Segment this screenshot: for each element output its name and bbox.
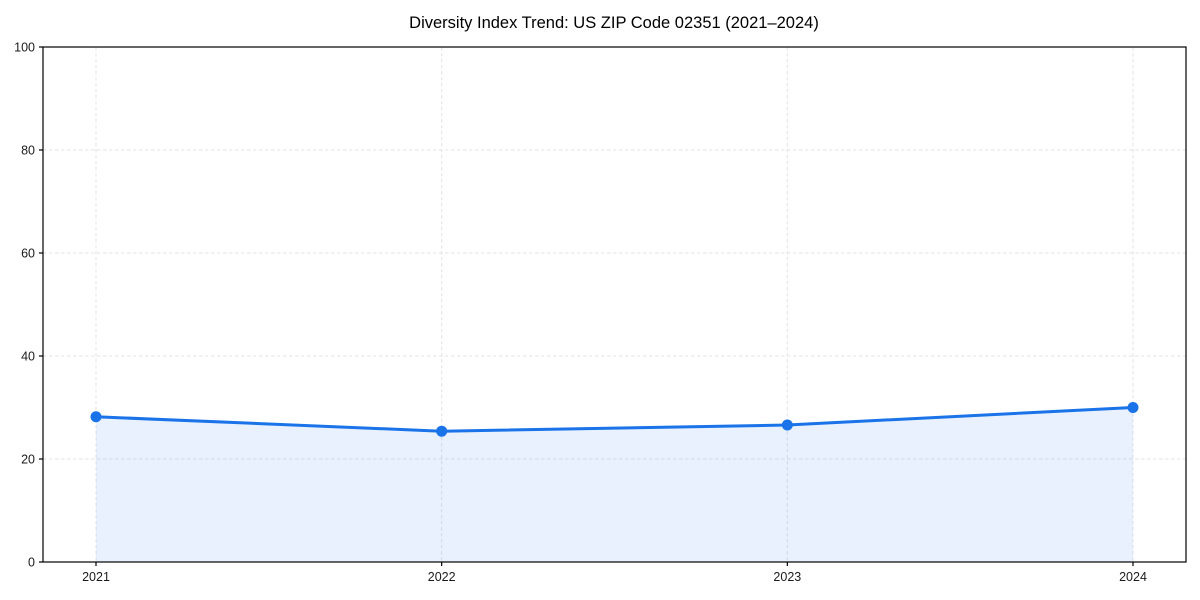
x-axis-tick-label: 2022 — [428, 570, 456, 584]
x-axis-tick-label: 2021 — [82, 570, 110, 584]
data-point-2023 — [781, 419, 793, 431]
axis-ticks: 0 20 40 60 80 100 2021 2022 2023 2024 — [14, 41, 1147, 585]
data-point-2021 — [90, 411, 102, 423]
y-axis-tick-label: 100 — [14, 41, 35, 55]
y-axis-tick-label: 40 — [21, 350, 35, 364]
data-point-2022 — [436, 425, 448, 437]
y-axis-tick-label: 60 — [21, 247, 35, 261]
y-axis-tick-label: 20 — [21, 453, 35, 467]
plot-border — [42, 46, 1187, 563]
trend-line — [94, 406, 1135, 433]
data-point-2024 — [1127, 402, 1139, 413]
x-axis-tick-label: 2023 — [773, 570, 801, 584]
y-axis-tick-label: 0 — [28, 556, 35, 570]
area-fill — [96, 407, 1133, 562]
chart-title: Diversity Index Trend: US ZIP Code 02351… — [409, 14, 819, 32]
y-axis-tick-label: 80 — [21, 144, 35, 158]
x-axis-tick-label: 2024 — [1119, 570, 1147, 584]
